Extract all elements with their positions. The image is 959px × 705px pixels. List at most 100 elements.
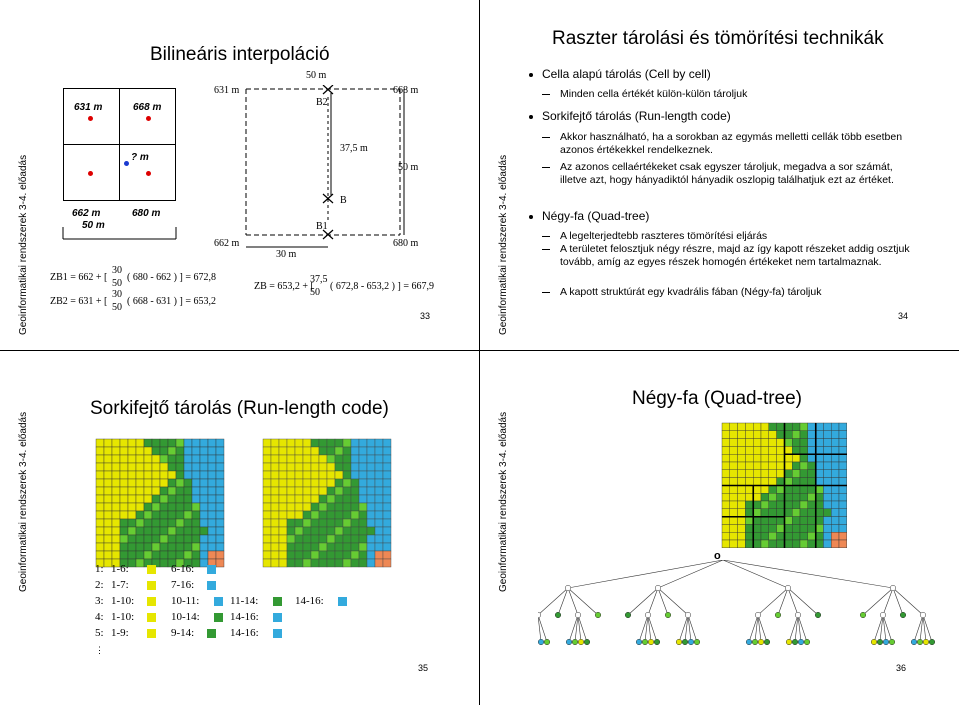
raster-cell bbox=[745, 422, 754, 432]
raster-cell bbox=[799, 531, 809, 541]
raster-cell bbox=[334, 550, 344, 560]
raster-cell bbox=[768, 508, 777, 517]
bullet-2-sub-2: Az azonos cellaértékeket csak egyszer tá… bbox=[560, 161, 894, 186]
raster-cell bbox=[838, 438, 848, 447]
raster-cell bbox=[294, 518, 304, 528]
raster-cell bbox=[729, 430, 738, 439]
slide-34: Geoinformatikai rendszerek 3-4. előadás … bbox=[480, 0, 957, 350]
tree-node bbox=[543, 638, 551, 646]
raster-cell bbox=[183, 486, 193, 496]
raster-cell bbox=[159, 558, 169, 568]
raster-cell bbox=[127, 478, 137, 488]
raster-cell bbox=[753, 438, 762, 447]
raster-cell bbox=[366, 438, 376, 448]
raster-cell bbox=[776, 508, 785, 517]
raster-cell bbox=[737, 485, 746, 494]
raster-cell bbox=[776, 461, 785, 471]
run-color-swatch bbox=[147, 629, 156, 638]
raster-cell bbox=[95, 462, 105, 472]
raster-cell bbox=[119, 510, 129, 520]
raster-cell bbox=[215, 462, 225, 472]
raster-cell bbox=[768, 492, 777, 502]
tree-edge bbox=[748, 614, 759, 643]
raster-cell bbox=[191, 478, 201, 488]
raster-cell bbox=[95, 438, 105, 448]
raster-cell bbox=[823, 461, 832, 471]
formula-zb2-left: ZB2 = 631 + [ bbox=[50, 296, 108, 307]
raster-cell bbox=[294, 502, 304, 512]
raster-cell bbox=[729, 516, 738, 525]
raster-cell bbox=[270, 550, 280, 560]
raster-cell bbox=[342, 558, 352, 568]
raster-cell bbox=[207, 446, 217, 456]
run-range: 1-10: bbox=[111, 611, 135, 623]
raster-cell bbox=[784, 500, 793, 510]
raster-cell bbox=[310, 438, 320, 448]
tree-edge bbox=[647, 614, 658, 643]
raster-cell bbox=[270, 470, 280, 480]
raster-cell bbox=[382, 494, 392, 504]
raster-cell bbox=[207, 518, 217, 528]
raster-cell bbox=[342, 550, 352, 560]
raster-cell bbox=[135, 494, 145, 504]
raster-cell bbox=[207, 526, 217, 536]
run-range: 14-16: bbox=[230, 627, 259, 639]
raster-cell bbox=[159, 542, 169, 552]
raster-cell bbox=[358, 494, 368, 504]
raster-cell bbox=[807, 438, 816, 447]
raster-cell bbox=[807, 524, 816, 533]
raster-cell bbox=[374, 462, 384, 472]
raster-cell bbox=[294, 526, 304, 536]
raster-cell bbox=[294, 470, 304, 480]
raster-cell bbox=[167, 438, 177, 448]
tree-edge bbox=[557, 587, 569, 616]
raster-cell bbox=[270, 534, 280, 544]
raster-cell bbox=[119, 438, 129, 448]
tree-node bbox=[882, 638, 890, 646]
raster-cell bbox=[823, 516, 832, 525]
raster-cell bbox=[215, 534, 225, 544]
raster-cell bbox=[103, 462, 113, 472]
distance-bottom: 30 m bbox=[276, 249, 297, 260]
raster-cell bbox=[95, 510, 105, 520]
raster-cell bbox=[215, 470, 225, 480]
raster-cell bbox=[286, 494, 296, 504]
raster-cell bbox=[768, 500, 777, 510]
tree-node bbox=[922, 638, 930, 646]
raster-cell bbox=[334, 542, 344, 552]
raster-cell bbox=[374, 478, 384, 488]
raster-cell bbox=[294, 542, 304, 552]
raster-cell bbox=[791, 508, 801, 517]
raster-cell bbox=[815, 500, 824, 510]
raster-cell bbox=[302, 462, 312, 472]
raster-cell bbox=[262, 494, 272, 504]
distance-top: 50 m bbox=[306, 70, 327, 81]
raster-cell bbox=[318, 494, 328, 504]
raster-cell bbox=[191, 534, 201, 544]
raster-cell bbox=[784, 469, 793, 478]
quadtree-diagram bbox=[538, 560, 936, 646]
raster-cell bbox=[262, 462, 272, 472]
tree-node bbox=[664, 611, 672, 619]
raster-cell bbox=[737, 438, 746, 447]
raster-cell bbox=[199, 534, 209, 544]
raster-cell bbox=[326, 454, 336, 464]
raster-cell bbox=[342, 542, 352, 552]
raster-cell bbox=[382, 486, 392, 496]
raster-cell bbox=[838, 485, 848, 494]
sub-dash bbox=[542, 167, 550, 168]
tree-edge bbox=[722, 560, 894, 589]
raster-cell bbox=[127, 510, 137, 520]
raster-cell bbox=[95, 502, 105, 512]
raster-cell bbox=[768, 524, 777, 533]
raster-cell bbox=[167, 462, 177, 472]
point-unknown bbox=[124, 161, 129, 166]
tree-node bbox=[803, 638, 811, 646]
raster-cell bbox=[745, 461, 754, 471]
raster-cell bbox=[776, 438, 785, 447]
run-range: 1-10: bbox=[111, 595, 135, 607]
raster-cell bbox=[310, 486, 320, 496]
raster-cell bbox=[753, 461, 762, 471]
run-color-swatch bbox=[207, 565, 216, 574]
run-color-swatch bbox=[338, 597, 347, 606]
